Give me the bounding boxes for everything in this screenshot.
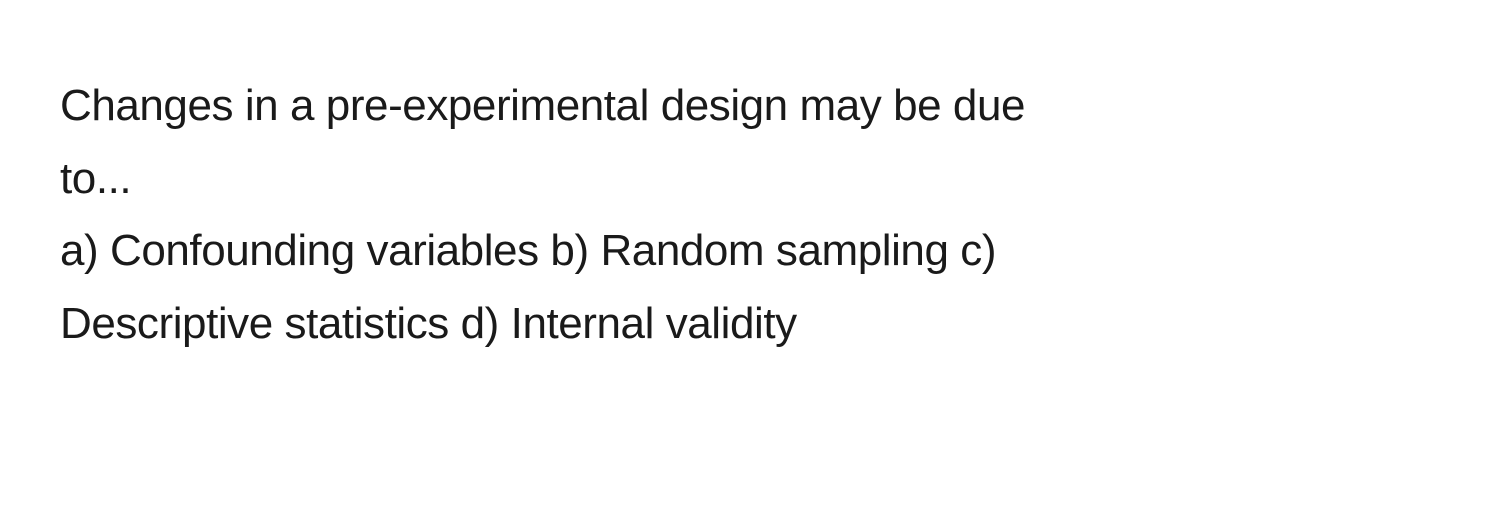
question-container: Changes in a pre-experimental design may… — [60, 70, 1440, 360]
options-line-1: a) Confounding variables b) Random sampl… — [60, 215, 1440, 288]
question-stem: Changes in a pre-experimental design may… — [60, 70, 1440, 215]
options-line-2: Descriptive statistics d) Internal valid… — [60, 288, 1440, 361]
stem-line-1: Changes in a pre-experimental design may… — [60, 70, 1440, 143]
answer-options: a) Confounding variables b) Random sampl… — [60, 215, 1440, 360]
stem-line-2: to... — [60, 143, 1440, 216]
